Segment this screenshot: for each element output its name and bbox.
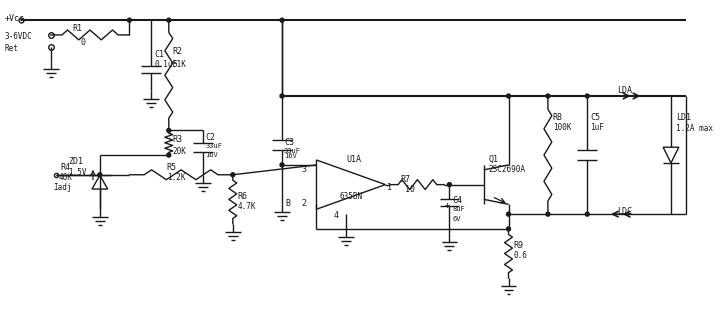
Circle shape xyxy=(231,173,235,177)
Text: R8: R8 xyxy=(553,113,563,122)
Circle shape xyxy=(167,153,171,157)
Circle shape xyxy=(507,227,510,231)
Circle shape xyxy=(280,94,284,98)
Text: R9: R9 xyxy=(513,241,523,250)
Text: 635BN: 635BN xyxy=(339,192,362,202)
Text: 33uF: 33uF xyxy=(284,148,301,154)
Text: 16V: 16V xyxy=(205,152,218,158)
Text: Ret: Ret xyxy=(4,44,18,53)
Circle shape xyxy=(585,212,589,216)
Text: Iadj: Iadj xyxy=(53,183,72,192)
Text: 33uF: 33uF xyxy=(205,143,222,149)
Text: R7: R7 xyxy=(400,175,410,184)
Text: R6: R6 xyxy=(238,192,248,202)
Text: 1uF: 1uF xyxy=(590,122,604,131)
Text: 100K: 100K xyxy=(553,122,571,131)
Circle shape xyxy=(546,94,550,98)
Text: LDC: LDC xyxy=(617,207,632,216)
Text: 0.6: 0.6 xyxy=(513,251,527,260)
Text: R3: R3 xyxy=(173,135,183,145)
Text: +: + xyxy=(444,201,449,210)
Text: LD1: LD1 xyxy=(676,113,691,122)
Text: 3: 3 xyxy=(302,165,307,174)
Text: R5: R5 xyxy=(167,163,177,172)
Text: 51K: 51K xyxy=(173,60,186,69)
Text: 2SC2690A: 2SC2690A xyxy=(489,165,526,174)
Text: 4.7K: 4.7K xyxy=(238,202,256,211)
Text: 20K: 20K xyxy=(173,147,186,156)
Text: 1.2K: 1.2K xyxy=(167,173,185,182)
Text: 0.1uF: 0.1uF xyxy=(154,60,177,69)
Text: 1: 1 xyxy=(387,183,392,192)
Text: Q1: Q1 xyxy=(489,155,499,164)
Text: 0: 0 xyxy=(80,38,85,47)
Circle shape xyxy=(280,163,284,167)
Circle shape xyxy=(98,173,102,177)
Text: R1: R1 xyxy=(72,24,82,33)
Text: 2: 2 xyxy=(302,199,307,208)
Text: 1.5V: 1.5V xyxy=(68,168,87,177)
Text: C5: C5 xyxy=(590,113,600,122)
Circle shape xyxy=(585,94,589,98)
Circle shape xyxy=(447,183,451,187)
Circle shape xyxy=(167,18,171,22)
Circle shape xyxy=(127,18,131,22)
Text: U1A: U1A xyxy=(346,155,361,164)
Text: +Vcc: +Vcc xyxy=(4,14,24,23)
Circle shape xyxy=(280,18,284,22)
Text: 1.2A max: 1.2A max xyxy=(676,123,713,133)
Circle shape xyxy=(507,212,510,216)
Text: C1: C1 xyxy=(154,50,164,59)
Text: 4: 4 xyxy=(333,211,338,220)
Text: C2: C2 xyxy=(205,133,215,142)
Circle shape xyxy=(507,94,510,98)
Text: 6V: 6V xyxy=(452,216,461,222)
Circle shape xyxy=(167,129,171,132)
Text: LDA: LDA xyxy=(617,86,632,95)
Text: 10: 10 xyxy=(405,185,415,194)
Text: R4: R4 xyxy=(60,163,71,172)
Text: 16V: 16V xyxy=(284,153,297,159)
Text: R2: R2 xyxy=(173,47,183,56)
Text: 8uF: 8uF xyxy=(452,206,465,212)
Text: B: B xyxy=(285,199,290,208)
Circle shape xyxy=(546,212,550,216)
Text: C4: C4 xyxy=(452,197,462,205)
Text: 3-6VDC: 3-6VDC xyxy=(4,32,32,41)
Text: C3: C3 xyxy=(284,138,294,147)
Text: 40K: 40K xyxy=(58,173,73,182)
Text: ZD1: ZD1 xyxy=(68,157,84,166)
